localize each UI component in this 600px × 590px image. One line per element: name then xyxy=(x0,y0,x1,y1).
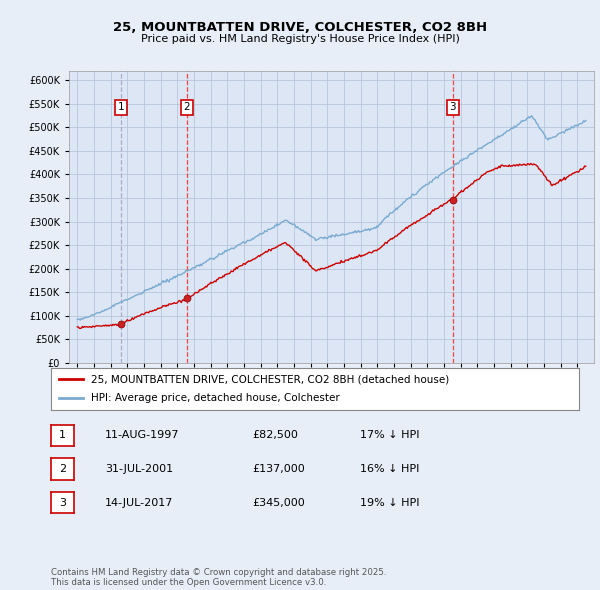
Text: 3: 3 xyxy=(449,102,456,112)
Text: HPI: Average price, detached house, Colchester: HPI: Average price, detached house, Colc… xyxy=(91,393,340,403)
Text: 2: 2 xyxy=(184,102,190,112)
Text: £137,000: £137,000 xyxy=(252,464,305,474)
Text: 1: 1 xyxy=(59,431,66,440)
Text: 31-JUL-2001: 31-JUL-2001 xyxy=(105,464,173,474)
Text: 25, MOUNTBATTEN DRIVE, COLCHESTER, CO2 8BH (detached house): 25, MOUNTBATTEN DRIVE, COLCHESTER, CO2 8… xyxy=(91,375,449,385)
Text: 17% ↓ HPI: 17% ↓ HPI xyxy=(360,431,419,440)
Text: 1: 1 xyxy=(118,102,124,112)
Text: 3: 3 xyxy=(59,498,66,507)
Text: 2: 2 xyxy=(59,464,66,474)
Text: 16% ↓ HPI: 16% ↓ HPI xyxy=(360,464,419,474)
Text: £82,500: £82,500 xyxy=(252,431,298,440)
Text: 19% ↓ HPI: 19% ↓ HPI xyxy=(360,498,419,507)
Text: 11-AUG-1997: 11-AUG-1997 xyxy=(105,431,179,440)
Text: Contains HM Land Registry data © Crown copyright and database right 2025.
This d: Contains HM Land Registry data © Crown c… xyxy=(51,568,386,587)
Text: Price paid vs. HM Land Registry's House Price Index (HPI): Price paid vs. HM Land Registry's House … xyxy=(140,34,460,44)
Text: 25, MOUNTBATTEN DRIVE, COLCHESTER, CO2 8BH: 25, MOUNTBATTEN DRIVE, COLCHESTER, CO2 8… xyxy=(113,21,487,34)
Text: £345,000: £345,000 xyxy=(252,498,305,507)
Text: 14-JUL-2017: 14-JUL-2017 xyxy=(105,498,173,507)
